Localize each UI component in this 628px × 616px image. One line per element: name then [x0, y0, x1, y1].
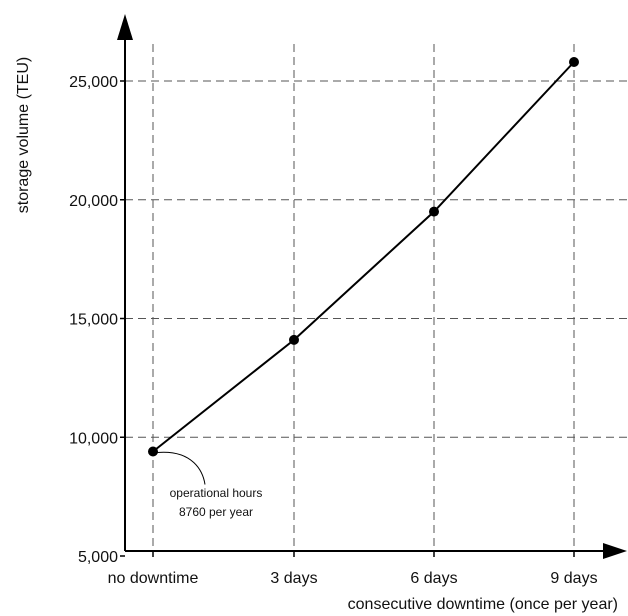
x-ticks: no downtime 3 days 6 days 9 days	[108, 551, 598, 587]
y-tick-label: 5,000	[78, 549, 118, 566]
axes	[117, 14, 627, 559]
y-axis-title: storage volume (TEU)	[15, 57, 32, 214]
y-tick-label: 20,000	[69, 193, 118, 210]
x-axis-title: consecutive downtime (once per year)	[348, 596, 618, 613]
y-ticks: 5,000 10,000 15,000 20,000 25,000	[69, 74, 125, 566]
annotation-line-2: 8760 per year	[179, 505, 253, 519]
annotation-line-1: operational hours	[170, 486, 263, 500]
x-tick-label: 6 days	[410, 570, 457, 587]
y-tick-label: 25,000	[69, 74, 118, 91]
y-tick-label: 15,000	[69, 312, 118, 329]
x-tick-label: no downtime	[108, 570, 199, 587]
data-point	[289, 334, 299, 345]
data-point	[429, 206, 439, 217]
x-tick-label: 3 days	[270, 570, 317, 587]
data-point	[569, 57, 579, 67]
y-axis-arrowhead	[117, 14, 133, 40]
data-point	[148, 446, 158, 457]
annotation: operational hours 8760 per year	[156, 451, 263, 519]
x-tick-label: 9 days	[550, 570, 597, 587]
y-tick-label: 10,000	[69, 430, 118, 447]
series	[148, 57, 579, 457]
annotation-leader	[156, 451, 206, 485]
grid	[125, 44, 628, 551]
series-line	[152, 61, 575, 453]
x-axis-arrowhead	[603, 543, 627, 559]
